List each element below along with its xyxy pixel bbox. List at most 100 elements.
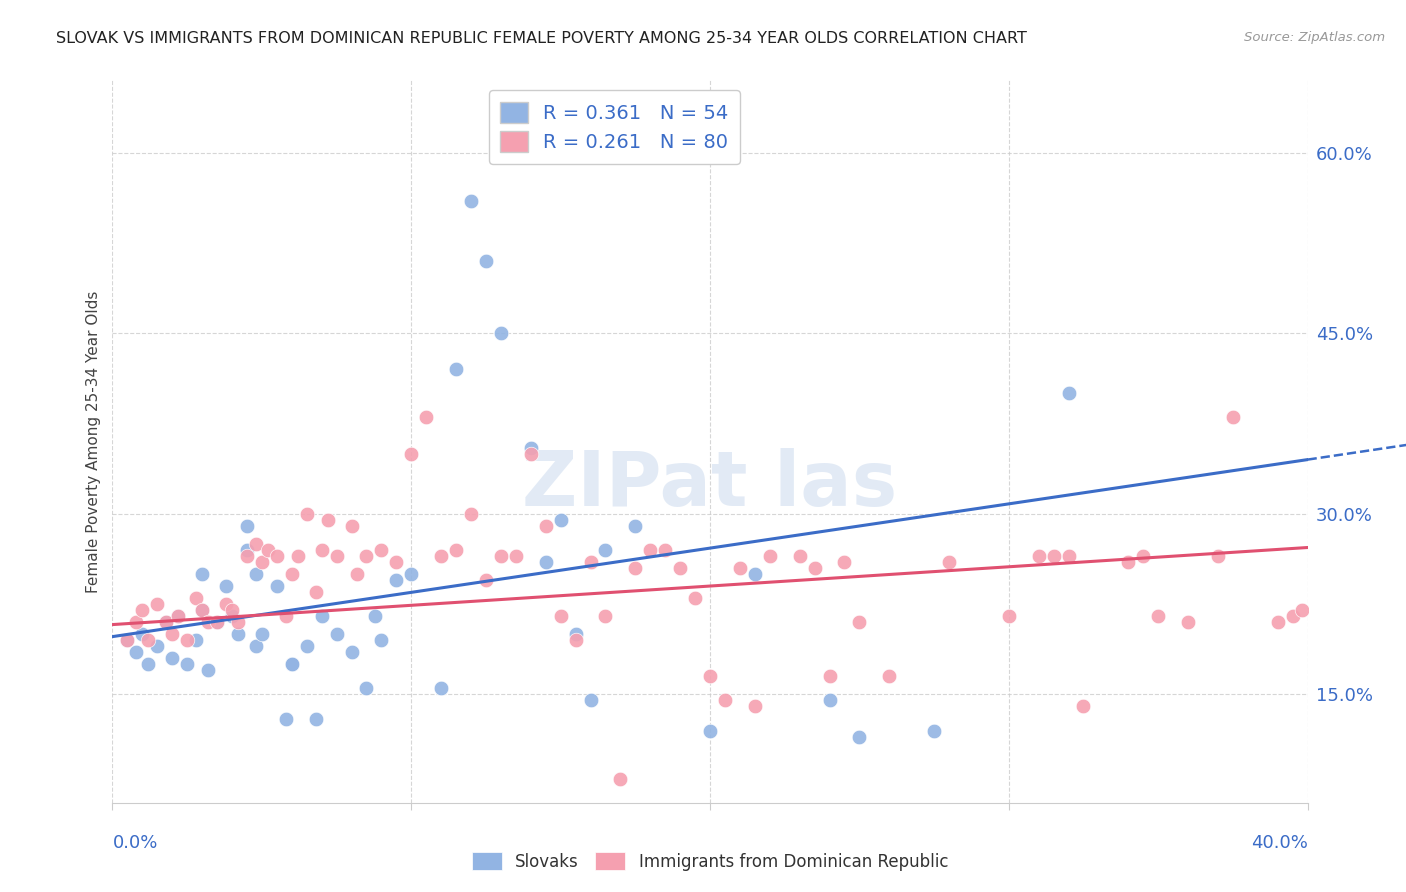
Point <box>236 549 259 563</box>
Point <box>186 591 208 606</box>
Point <box>848 730 870 744</box>
Point <box>744 699 766 714</box>
Point <box>699 669 721 683</box>
Point <box>257 542 280 557</box>
Point <box>155 615 177 630</box>
Point <box>146 639 169 653</box>
Point <box>1222 410 1244 425</box>
Point <box>167 609 190 624</box>
Point <box>1132 549 1154 563</box>
Point <box>245 567 267 582</box>
Point <box>699 723 721 738</box>
Point <box>640 542 662 557</box>
Point <box>364 609 387 624</box>
Point <box>460 507 482 521</box>
Point <box>744 567 766 582</box>
Point <box>415 410 437 425</box>
Point <box>311 542 333 557</box>
Point <box>191 567 214 582</box>
Point <box>520 441 543 455</box>
Point <box>117 633 139 648</box>
Point <box>340 645 363 659</box>
Point <box>370 633 392 648</box>
Point <box>215 579 238 593</box>
Point <box>1073 699 1095 714</box>
Point <box>818 669 841 683</box>
Point <box>848 615 870 630</box>
Point <box>205 615 228 630</box>
Point <box>221 603 243 617</box>
Point <box>460 194 482 208</box>
Point <box>1057 549 1080 563</box>
Point <box>316 513 339 527</box>
Point <box>266 549 288 563</box>
Point <box>236 542 259 557</box>
Point <box>505 549 527 563</box>
Text: 0.0%: 0.0% <box>112 834 157 852</box>
Point <box>759 549 782 563</box>
Point <box>138 633 160 648</box>
Point <box>1267 615 1289 630</box>
Point <box>131 603 153 617</box>
Text: SLOVAK VS IMMIGRANTS FROM DOMINICAN REPUBLIC FEMALE POVERTY AMONG 25-34 YEAR OLD: SLOVAK VS IMMIGRANTS FROM DOMINICAN REPU… <box>56 31 1028 46</box>
Point <box>728 561 751 575</box>
Point <box>475 254 498 268</box>
Point <box>138 657 160 672</box>
Point <box>125 645 148 659</box>
Legend: R = 0.361   N = 54, R = 0.261   N = 80: R = 0.361 N = 54, R = 0.261 N = 80 <box>489 90 740 163</box>
Point <box>444 362 467 376</box>
Point <box>191 603 214 617</box>
Point <box>176 657 198 672</box>
Point <box>236 519 259 533</box>
Point <box>624 561 647 575</box>
Point <box>520 447 543 461</box>
Point <box>287 549 309 563</box>
Point <box>609 772 631 786</box>
Point <box>340 519 363 533</box>
Point <box>1177 615 1199 630</box>
Y-axis label: Female Poverty Among 25-34 Year Olds: Female Poverty Among 25-34 Year Olds <box>86 291 101 592</box>
Point <box>430 549 453 563</box>
Point <box>818 693 841 707</box>
Text: ZIPat las: ZIPat las <box>523 448 897 522</box>
Text: Source: ZipAtlas.com: Source: ZipAtlas.com <box>1244 31 1385 45</box>
Point <box>683 591 706 606</box>
Point <box>155 615 177 630</box>
Point <box>311 609 333 624</box>
Point <box>595 542 617 557</box>
Point <box>1118 555 1140 569</box>
Point <box>550 609 572 624</box>
Point <box>564 627 586 641</box>
Point <box>401 447 423 461</box>
Point <box>1281 609 1303 624</box>
Point <box>226 615 249 630</box>
Point <box>221 609 243 624</box>
Point <box>1028 549 1050 563</box>
Point <box>274 609 297 624</box>
Point <box>1291 603 1313 617</box>
Point <box>281 567 304 582</box>
Point <box>250 627 273 641</box>
Point <box>385 573 408 587</box>
Point <box>834 555 856 569</box>
Point <box>595 609 617 624</box>
Point <box>125 615 148 630</box>
Point <box>534 519 557 533</box>
Point <box>305 585 328 599</box>
Point <box>146 597 169 611</box>
Point <box>1042 549 1064 563</box>
Point <box>579 555 602 569</box>
Point <box>325 627 347 641</box>
Point <box>191 603 214 617</box>
Point <box>205 615 228 630</box>
Point <box>117 633 139 648</box>
Point <box>534 555 557 569</box>
Point <box>295 507 318 521</box>
Point <box>346 567 368 582</box>
Point <box>274 712 297 726</box>
Point <box>370 542 392 557</box>
Point <box>131 627 153 641</box>
Point <box>250 555 273 569</box>
Text: 40.0%: 40.0% <box>1251 834 1308 852</box>
Point <box>669 561 692 575</box>
